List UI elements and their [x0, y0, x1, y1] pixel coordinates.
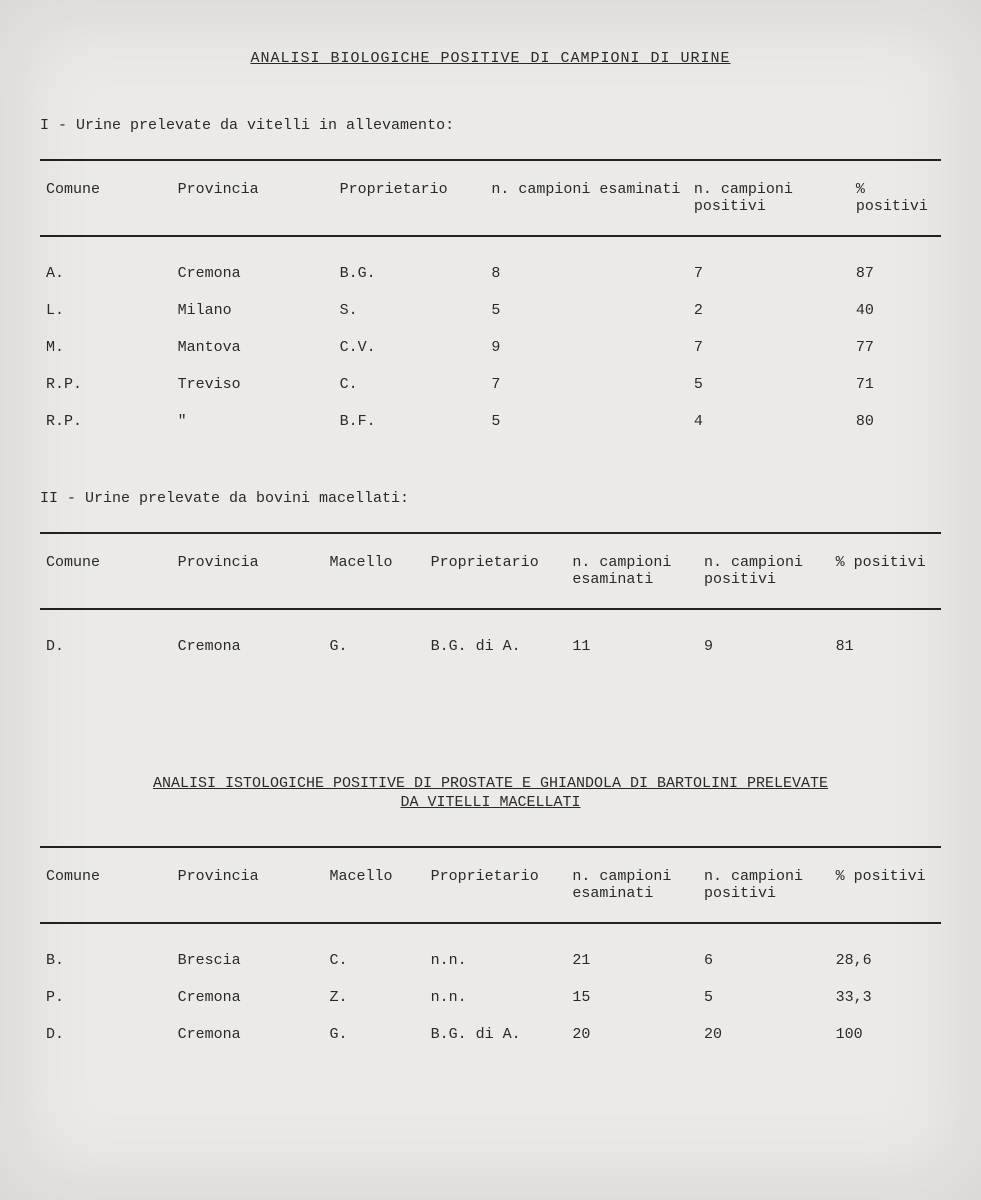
table-row: M. Mantova C.V. 9 7 77: [40, 329, 941, 366]
cell: C.: [323, 923, 424, 979]
cell: G.: [323, 609, 424, 665]
table-row: A. Cremona B.G. 8 7 87: [40, 236, 941, 292]
cell: 40: [850, 292, 941, 329]
table3: Comune Provincia Macello Proprietario n.…: [40, 846, 941, 1053]
cell: A.: [40, 236, 172, 292]
cell: 100: [830, 1016, 941, 1053]
table-row: D. Cremona G. B.G. di A. 20 20 100: [40, 1016, 941, 1053]
table3-col-percent: % positivi: [830, 847, 941, 923]
cell: R.P.: [40, 403, 172, 440]
cell: B.: [40, 923, 172, 979]
table3-col-esaminati: n. campioni esaminati: [566, 847, 698, 923]
table3-col-macello: Macello: [323, 847, 424, 923]
table-row: R.P. Treviso C. 7 5 71: [40, 366, 941, 403]
table2-col-comune: Comune: [40, 533, 172, 609]
cell: Cremona: [172, 1016, 324, 1053]
table1-col-esaminati: n. campioni esaminati: [485, 160, 687, 236]
cell: Mantova: [172, 329, 334, 366]
table-row: P. Cremona Z. n.n. 15 5 33,3: [40, 979, 941, 1016]
table3-col-positivi: n. campioni positivi: [698, 847, 830, 923]
cell: S.: [334, 292, 486, 329]
cell: 2: [688, 292, 850, 329]
cell: L.: [40, 292, 172, 329]
table1-col-positivi: n. campioni positivi: [688, 160, 850, 236]
cell: M.: [40, 329, 172, 366]
cell: 77: [850, 329, 941, 366]
table3-col-comune: Comune: [40, 847, 172, 923]
table2-col-percent: % positivi: [830, 533, 941, 609]
table2-col-esaminati: n. campioni esaminati: [566, 533, 698, 609]
cell: 5: [688, 366, 850, 403]
cell: 7: [485, 366, 687, 403]
table2-header-row: Comune Provincia Macello Proprietario n.…: [40, 533, 941, 609]
cell: G.: [323, 1016, 424, 1053]
table1-header-row: Comune Provincia Proprietario n. campion…: [40, 160, 941, 236]
cell: 7: [688, 236, 850, 292]
table3-col-provincia: Provincia: [172, 847, 324, 923]
cell: ": [172, 403, 334, 440]
cell: B.F.: [334, 403, 486, 440]
cell: 7: [688, 329, 850, 366]
table2-col-macello: Macello: [323, 533, 424, 609]
cell: 5: [485, 292, 687, 329]
cell: n.n.: [425, 979, 567, 1016]
table-row: R.P. " B.F. 5 4 80: [40, 403, 941, 440]
cell: 4: [688, 403, 850, 440]
cell: 11: [566, 609, 698, 665]
cell: 20: [566, 1016, 698, 1053]
table2-col-positivi: n. campioni positivi: [698, 533, 830, 609]
cell: 6: [698, 923, 830, 979]
table2-col-provincia: Provincia: [172, 533, 324, 609]
table1: Comune Provincia Proprietario n. campion…: [40, 159, 941, 440]
cell: P.: [40, 979, 172, 1016]
cell: 9: [698, 609, 830, 665]
table1-col-provincia: Provincia: [172, 160, 334, 236]
cell: R.P.: [40, 366, 172, 403]
table3-header-row: Comune Provincia Macello Proprietario n.…: [40, 847, 941, 923]
cell: 15: [566, 979, 698, 1016]
cell: 9: [485, 329, 687, 366]
table2-col-proprietario: Proprietario: [425, 533, 567, 609]
cell: B.G.: [334, 236, 486, 292]
table-row: B. Brescia C. n.n. 21 6 28,6: [40, 923, 941, 979]
cell: 8: [485, 236, 687, 292]
cell: 21: [566, 923, 698, 979]
table1-col-comune: Comune: [40, 160, 172, 236]
cell: C.: [334, 366, 486, 403]
cell: 87: [850, 236, 941, 292]
cell: Cremona: [172, 236, 334, 292]
table1-col-percent: % positivi: [850, 160, 941, 236]
cell: B.G. di A.: [425, 609, 567, 665]
cell: Z.: [323, 979, 424, 1016]
cell: 80: [850, 403, 941, 440]
cell: D.: [40, 609, 172, 665]
document-page: ANALISI BIOLOGICHE POSITIVE DI CAMPIONI …: [0, 0, 981, 1200]
cell: C.V.: [334, 329, 486, 366]
section3-title-b: DA VITELLI MACELLATI: [40, 794, 941, 811]
cell: Cremona: [172, 979, 324, 1016]
cell: B.G. di A.: [425, 1016, 567, 1053]
cell: 20: [698, 1016, 830, 1053]
cell: 5: [698, 979, 830, 1016]
section3-title-a: ANALISI ISTOLOGICHE POSITIVE DI PROSTATE…: [40, 775, 941, 792]
cell: 5: [485, 403, 687, 440]
cell: n.n.: [425, 923, 567, 979]
table-row: L. Milano S. 5 2 40: [40, 292, 941, 329]
table1-col-proprietario: Proprietario: [334, 160, 486, 236]
section1-heading: I - Urine prelevate da vitelli in alleva…: [40, 117, 941, 134]
cell: 81: [830, 609, 941, 665]
cell: 71: [850, 366, 941, 403]
table2: Comune Provincia Macello Proprietario n.…: [40, 532, 941, 665]
cell: 28,6: [830, 923, 941, 979]
table-row: D. Cremona G. B.G. di A. 11 9 81: [40, 609, 941, 665]
main-title: ANALISI BIOLOGICHE POSITIVE DI CAMPIONI …: [40, 50, 941, 67]
cell: Brescia: [172, 923, 324, 979]
cell: Milano: [172, 292, 334, 329]
table3-col-proprietario: Proprietario: [425, 847, 567, 923]
cell: Cremona: [172, 609, 324, 665]
cell: D.: [40, 1016, 172, 1053]
cell: 33,3: [830, 979, 941, 1016]
cell: Treviso: [172, 366, 334, 403]
section2-heading: II - Urine prelevate da bovini macellati…: [40, 490, 941, 507]
